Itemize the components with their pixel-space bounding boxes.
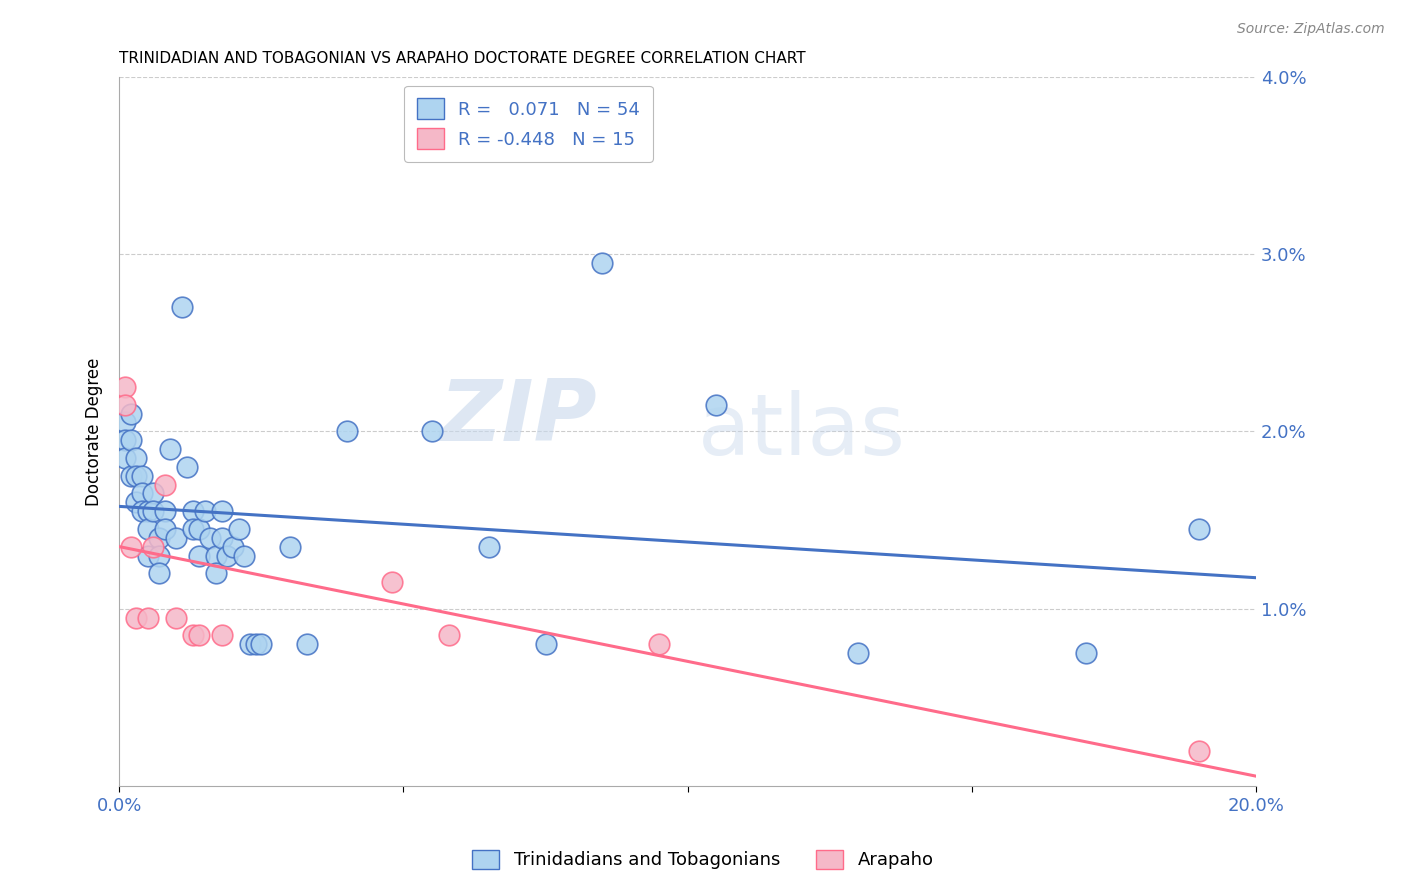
- Point: [245, 637, 267, 651]
- Point: [114, 434, 136, 448]
- Point: [211, 531, 233, 545]
- Point: [165, 531, 187, 545]
- Legend: Trinidadians and Tobagonians, Arapaho: Trinidadians and Tobagonians, Arapaho: [463, 841, 943, 879]
- Point: [148, 566, 170, 581]
- Point: [193, 504, 215, 518]
- Point: [125, 450, 148, 465]
- Point: [142, 486, 165, 500]
- Point: [120, 468, 142, 483]
- Point: [437, 628, 460, 642]
- Point: [1188, 744, 1211, 758]
- Point: [239, 637, 262, 651]
- Point: [187, 549, 209, 563]
- Text: atlas: atlas: [697, 390, 905, 473]
- Point: [846, 646, 869, 660]
- Point: [114, 398, 136, 412]
- Point: [278, 540, 301, 554]
- Point: [148, 531, 170, 545]
- Point: [187, 522, 209, 536]
- Point: [295, 637, 318, 651]
- Point: [125, 495, 148, 509]
- Point: [1074, 646, 1097, 660]
- Point: [114, 450, 136, 465]
- Point: [181, 504, 204, 518]
- Point: [148, 549, 170, 563]
- Point: [159, 442, 181, 456]
- Point: [211, 628, 233, 642]
- Point: [336, 425, 359, 439]
- Point: [120, 434, 142, 448]
- Point: [153, 477, 176, 491]
- Point: [153, 522, 176, 536]
- Point: [217, 549, 239, 563]
- Point: [114, 380, 136, 394]
- Point: [200, 531, 222, 545]
- Point: [181, 628, 204, 642]
- Point: [205, 566, 228, 581]
- Point: [136, 610, 159, 624]
- Point: [142, 504, 165, 518]
- Point: [125, 610, 148, 624]
- Point: [211, 504, 233, 518]
- Point: [136, 549, 159, 563]
- Point: [136, 522, 159, 536]
- Point: [250, 637, 273, 651]
- Point: [131, 504, 153, 518]
- Text: ZIP: ZIP: [439, 376, 596, 458]
- Point: [222, 540, 245, 554]
- Point: [381, 575, 404, 590]
- Point: [153, 504, 176, 518]
- Point: [228, 522, 250, 536]
- Point: [478, 540, 501, 554]
- Text: TRINIDADIAN AND TOBAGONIAN VS ARAPAHO DOCTORATE DEGREE CORRELATION CHART: TRINIDADIAN AND TOBAGONIAN VS ARAPAHO DO…: [120, 51, 806, 66]
- Point: [120, 540, 142, 554]
- Point: [205, 549, 228, 563]
- Point: [233, 549, 256, 563]
- Y-axis label: Doctorate Degree: Doctorate Degree: [86, 357, 103, 506]
- Point: [131, 468, 153, 483]
- Point: [165, 610, 187, 624]
- Point: [136, 504, 159, 518]
- Point: [176, 459, 198, 474]
- Point: [125, 468, 148, 483]
- Text: Source: ZipAtlas.com: Source: ZipAtlas.com: [1237, 22, 1385, 37]
- Point: [181, 522, 204, 536]
- Point: [1188, 522, 1211, 536]
- Point: [187, 628, 209, 642]
- Point: [704, 398, 727, 412]
- Point: [131, 486, 153, 500]
- Legend: R =   0.071   N = 54, R = -0.448   N = 15: R = 0.071 N = 54, R = -0.448 N = 15: [404, 86, 652, 161]
- Point: [120, 407, 142, 421]
- Point: [170, 300, 193, 314]
- Point: [142, 540, 165, 554]
- Point: [648, 637, 671, 651]
- Point: [591, 256, 613, 270]
- Point: [420, 425, 443, 439]
- Point: [534, 637, 557, 651]
- Point: [114, 416, 136, 430]
